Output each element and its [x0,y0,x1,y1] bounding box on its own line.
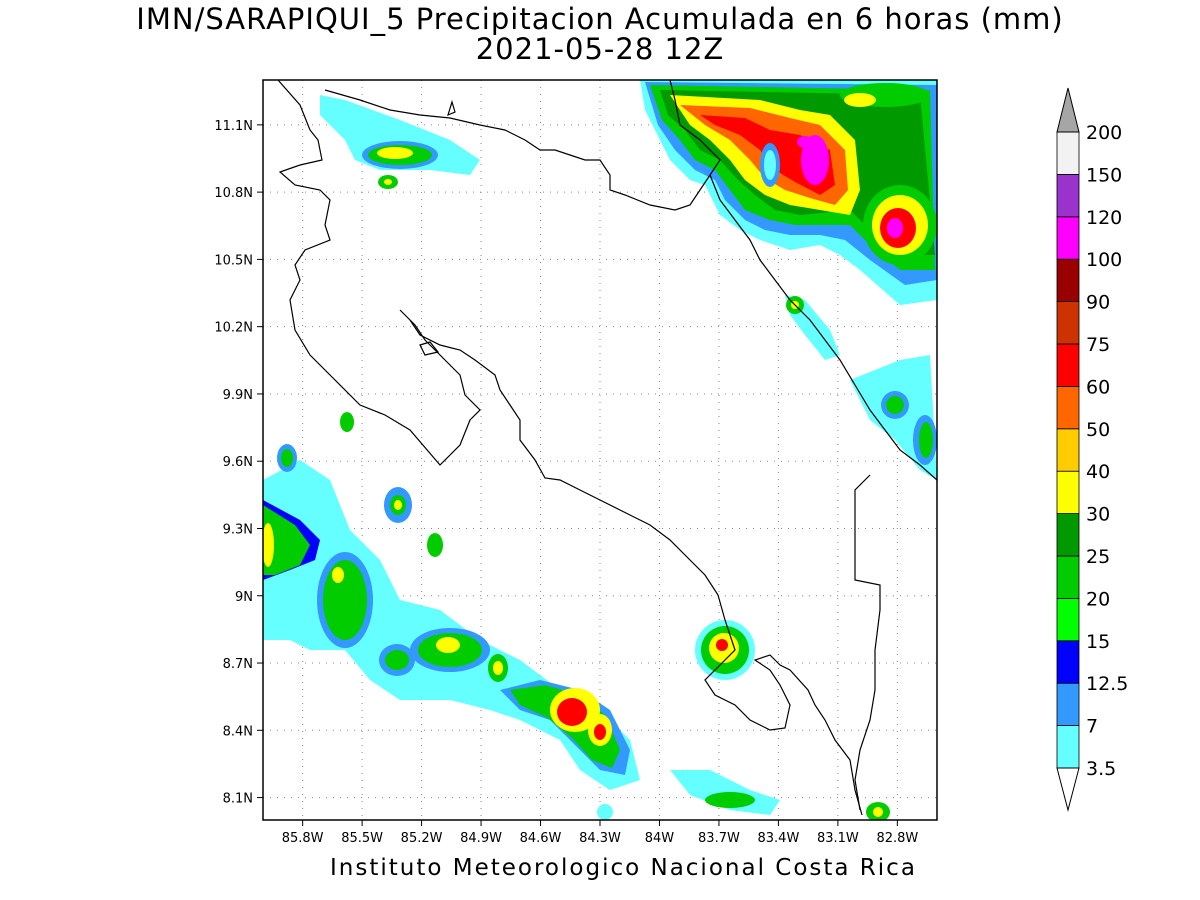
lon-tick-label: 84.6W [520,831,562,846]
legend-label: 7 [1086,716,1098,738]
lon-tick-label: 84W [645,831,675,846]
footer-credit: Instituto Meteorologico Nacional Costa R… [330,855,917,881]
precip-field [263,80,937,820]
legend-swatch [1056,682,1080,727]
legend-swatch [1056,385,1080,430]
legend-label: 120 [1086,207,1122,229]
legend-swatch [1056,173,1080,218]
legend-swatch [1056,131,1080,175]
lat-tick-label: 8.7N [223,657,253,672]
precip-band-pacific [263,412,640,790]
legend-label: 30 [1086,504,1110,526]
lat-tick-label: 10.5N [214,253,253,268]
lat-tick-label: 11.1N [214,119,253,134]
lat-tick-label: 9.6N [223,455,253,470]
map-subtitle: 2021-05-28 12Z [475,32,725,66]
legend-label: 150 [1086,164,1122,186]
legend-label: 75 [1086,334,1110,356]
legend-label: 90 [1086,292,1110,314]
legend-label: 20 [1086,588,1110,610]
legend-label: 40 [1086,461,1110,483]
legend-swatch [1056,640,1080,684]
legend-label: 3.5 [1086,758,1116,780]
lon-tick-label: 83.7W [698,831,740,846]
map-title: IMN/SARAPIQUI_5 Precipitacion Acumulada … [136,2,1064,36]
legend-swatch-bottom-arrow [1056,767,1080,812]
legend-label: 25 [1086,546,1110,568]
color-legend: 3.5 7 12.5 15 20 25 30 40 50 60 75 90 100 120 150 200 [1056,87,1128,812]
lon-tick-label: 84.3W [579,831,621,846]
legend-label: 200 [1086,122,1122,144]
latitude-labels: 11.1N 10.8N 10.5N 10.2N 9.9N 9.6N 9.3N 9N 8.7N 8.… [214,119,263,807]
lon-tick-label: 85.2W [401,831,443,846]
legend-swatch [1056,216,1080,260]
precip-cell-northwest [320,95,480,189]
legend-label: 60 [1086,376,1110,398]
lat-tick-label: 9N [235,590,253,605]
legend-swatch [1056,428,1080,472]
lat-tick-label: 9.3N [223,522,253,537]
legend-swatch [1056,555,1080,599]
legend-swatch [1056,258,1080,303]
lon-tick-label: 85.8W [282,831,324,846]
legend-swatch [1056,513,1080,557]
lon-tick-label: 85.5W [341,831,383,846]
legend-swatch [1056,301,1080,345]
lon-tick-label: 82.8W [876,831,918,846]
precip-cell-south [597,620,890,820]
lon-tick-label: 83.4W [758,831,800,846]
coastlines [277,80,937,816]
legend-label: 50 [1086,419,1110,441]
lat-tick-label: 10.8N [214,186,253,201]
lat-tick-label: 8.1N [223,792,253,807]
lat-tick-label: 9.9N [223,388,253,403]
lon-tick-label: 83.1W [817,831,859,846]
legend-label: 12.5 [1086,673,1128,695]
legend-swatch-top-arrow [1056,87,1080,133]
legend-swatch [1056,725,1080,769]
longitude-labels: 85.8W 85.5W 85.2W 84.9W 84.6W 84.3W 84W 83.7W 83… [282,820,918,846]
lon-tick-label: 84.9W [460,831,502,846]
legend-swatch [1056,343,1080,387]
legend-swatch [1056,598,1080,642]
precip-cell-caribbean [785,295,937,480]
precip-cell-northeast [640,80,937,305]
lat-tick-label: 10.2N [214,321,253,336]
legend-label: 100 [1086,249,1122,271]
legend-label: 15 [1086,631,1110,653]
lat-tick-label: 8.4N [223,724,253,739]
legend-swatch [1056,470,1080,515]
